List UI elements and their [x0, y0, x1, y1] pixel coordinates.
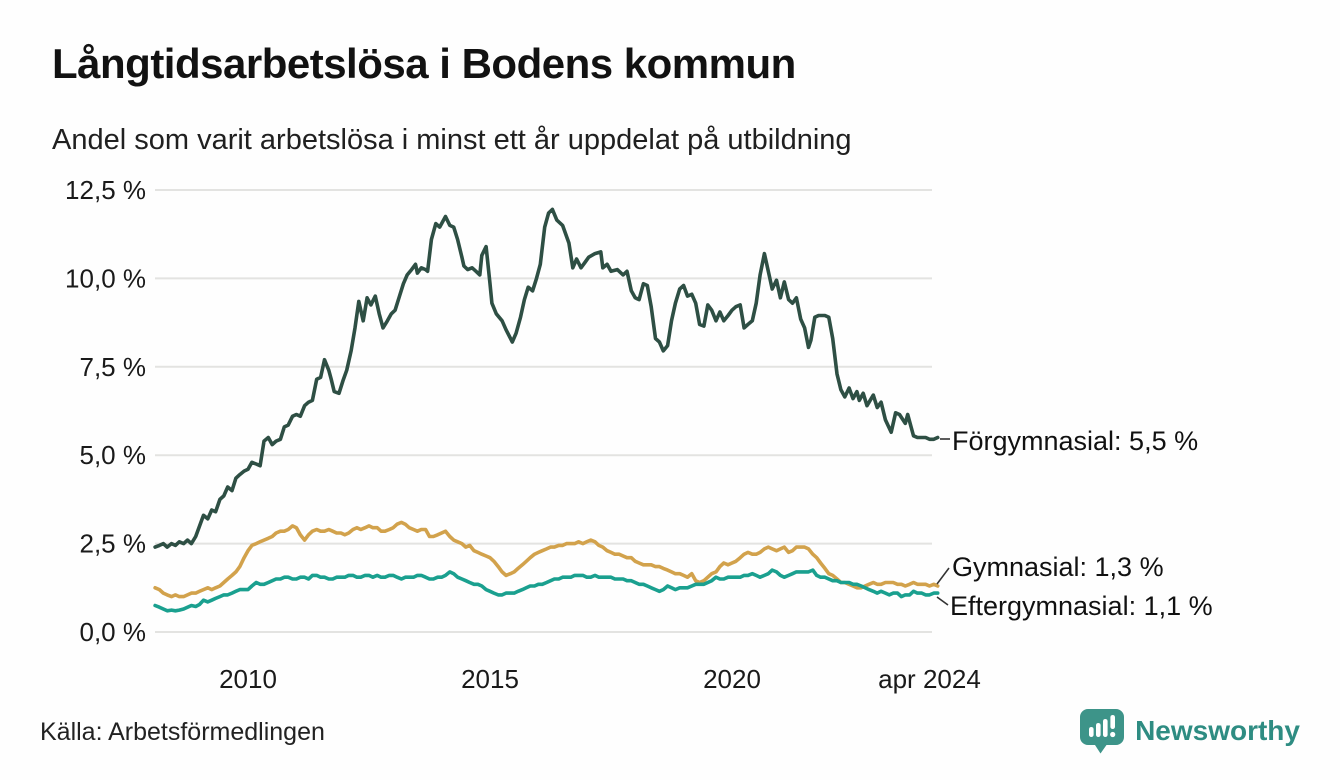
y-tick-label: 5,0 % [80, 440, 147, 470]
chart-subtitle: Andel som varit arbetslösa i minst ett å… [52, 124, 852, 156]
series-end-label-forgymnasial: Förgymnasial: 5,5 % [952, 426, 1198, 456]
x-tick-label: 2015 [461, 664, 519, 694]
series-line-eftergymnasial [153, 568, 940, 613]
series-end-label-eftergymnasial: Eftergymnasial: 1,1 % [950, 591, 1213, 621]
source-caption: Källa: Arbetsförmedlingen [40, 718, 325, 746]
leader-line-gymnasial [936, 567, 950, 585]
chart-title: Långtidsarbetslösa i Bodens kommun [52, 40, 796, 87]
bar-medium [1096, 723, 1101, 737]
x-tick-label: 2020 [703, 664, 761, 694]
leader-line-eftergymnasial [936, 596, 949, 606]
y-tick-label: 12,5 % [65, 175, 146, 205]
x-tick-label: apr 2024 [878, 664, 981, 694]
newsworthy-wordmark: Newsworthy [1135, 715, 1300, 746]
exclamation-stem [1110, 715, 1116, 729]
series-line-forgymnasial [153, 207, 940, 549]
x-tick-label: 2010 [219, 664, 277, 694]
newsworthy-logo: Newsworthy [1079, 708, 1300, 754]
y-tick-label: 2,5 % [80, 529, 147, 559]
y-tick-label: 10,0 % [65, 263, 146, 293]
series-line-gymnasial [153, 520, 940, 599]
newsworthy-pin-barchart-icon [1080, 709, 1125, 754]
y-tick-label: 7,5 % [80, 352, 147, 382]
bar-small [1089, 727, 1094, 737]
series-end-label-gymnasial: Gymnasial: 1,3 % [952, 552, 1164, 582]
y-tick-label: 0,0 % [80, 617, 147, 647]
bar-large [1103, 719, 1108, 737]
exclamation-dot [1110, 731, 1116, 738]
